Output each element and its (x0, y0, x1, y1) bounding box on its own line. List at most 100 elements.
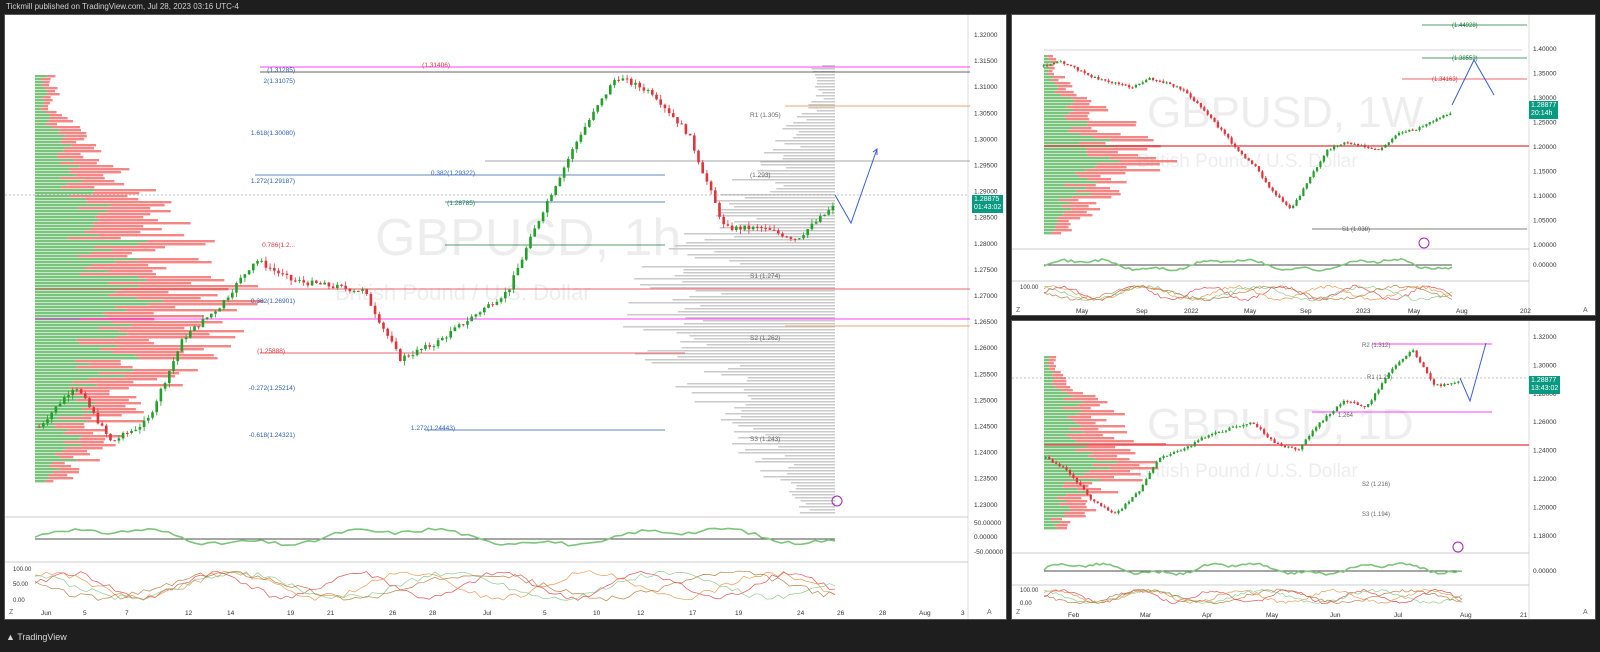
main-left-volume-profile-buy-bar (35, 78, 41, 81)
main-right-volume-profile-bar (798, 131, 835, 133)
main-right-volume-profile-bar (809, 509, 835, 511)
main-price-tick-label: 1.27000 (974, 293, 998, 300)
weekly-volume-profile-buy-bar (1044, 109, 1074, 112)
weekly-chart-panel[interactable]: GBPUSD, 1W British Pound / U.S. Dollar 1.4… (1011, 14, 1596, 316)
main-left-volume-profile-buy-bar (35, 390, 76, 393)
daily-candle-body (1131, 496, 1134, 502)
weekly-candle-body (1254, 164, 1257, 167)
weekly-z-button[interactable]: Z (1016, 307, 1021, 314)
main-candle-body (319, 283, 322, 285)
weekly-candle-body (1182, 89, 1185, 91)
weekly-candle-body (1090, 74, 1093, 78)
daily-volume-profile-buy-bar (1044, 473, 1085, 476)
main-right-volume-profile-bar (682, 281, 835, 283)
main-candle-body (441, 337, 444, 341)
main-time-tick-label: Jul (483, 610, 492, 617)
main-right-volume-profile-bar (788, 467, 835, 469)
main-left-volume-profile-buy-bar (35, 225, 95, 228)
daily-volume-profile-sell-bar (1081, 425, 1126, 428)
daily-candle-body (1353, 401, 1356, 403)
main-fib-label: 1.618(1.30080) (251, 130, 295, 137)
main-left-volume-profile-buy-bar (35, 273, 80, 276)
main-left-volume-profile-buy-bar (35, 321, 112, 324)
daily-candle-body (1134, 493, 1137, 497)
main-chart-canvas[interactable]: GBPUSD, 1h British Pound / U.S. Dollar 1.3… (5, 15, 1007, 620)
main-left-volume-profile-sell-bar (59, 129, 81, 132)
main-candle-body (705, 173, 709, 182)
weekly-a-button[interactable]: A (1583, 307, 1588, 314)
weekly-volume-profile-buy-bar (1044, 130, 1069, 133)
daily-candle-body (1249, 422, 1252, 425)
main-right-volume-profile-bar (773, 149, 835, 151)
main-left-volume-profile-buy-bar (35, 450, 63, 453)
main-left-volume-profile-buy-bar (35, 471, 54, 474)
weekly-candle-body (1394, 135, 1397, 139)
main-a-button[interactable]: A (987, 609, 992, 616)
daily-candle-body (1107, 507, 1110, 511)
weekly-candle-body (1350, 142, 1353, 145)
daily-chart-canvas[interactable]: GBPUSD, 1D British Pound / U.S. Dollar 1.3… (1012, 321, 1596, 620)
main-right-volume-profile-bar (815, 86, 835, 88)
daily-volume-profile-sell-bar (1049, 368, 1055, 371)
main-candle-body (399, 349, 402, 361)
daily-candle-body (1315, 427, 1318, 431)
main-right-volume-profile-bar (694, 257, 835, 259)
daily-candle-body (1394, 365, 1397, 369)
daily-chart-panel[interactable]: GBPUSD, 1D British Pound / U.S. Dollar 1.3… (1011, 320, 1596, 620)
weekly-candle-body (1367, 147, 1370, 149)
main-candle-body (646, 90, 650, 92)
main-right-volume-profile-bar (743, 389, 835, 391)
main-right-volume-profile-bar (794, 497, 835, 499)
main-right-volume-profile-bar (719, 212, 835, 214)
main-left-volume-profile-buy-bar (35, 396, 86, 399)
daily-candle-body (1290, 446, 1293, 448)
daily-candle-body (1425, 367, 1429, 374)
main-left-volume-profile-sell-bar (57, 153, 81, 156)
daily-volume-profile-buy-bar (1044, 392, 1067, 395)
main-right-volume-profile-bar (717, 209, 835, 211)
weekly-candle-body (1356, 143, 1360, 146)
main-right-volume-profile-bar (811, 68, 835, 70)
main-left-volume-profile-buy-bar (35, 387, 70, 390)
main-price-tick-label: 1.31500 (974, 58, 998, 65)
weekly-chart-canvas[interactable]: GBPUSD, 1W British Pound / U.S. Dollar 1.4… (1012, 15, 1596, 316)
daily-a-button[interactable]: A (1583, 609, 1588, 616)
main-z-button[interactable]: Z (9, 609, 14, 616)
main-left-volume-profile-sell-bar (82, 180, 115, 183)
main-candle-body (663, 104, 667, 109)
daily-volume-profile-buy-bar (1044, 398, 1064, 401)
main-right-volume-profile-bar (799, 506, 835, 508)
main-left-volume-profile-buy-bar (35, 408, 83, 411)
daily-volume-profile-sell-bar (1062, 407, 1091, 410)
main-left-volume-profile-sell-bar (58, 132, 87, 135)
main-fib-label: 1.272(1.24443) (411, 425, 455, 432)
daily-z-button[interactable]: Z (1016, 609, 1021, 616)
daily-volume-profile-sell-bar (1084, 473, 1141, 476)
tradingview-logo[interactable]: ▲ TradingView (6, 632, 67, 642)
main-candle-body (558, 177, 562, 187)
main-candle-body (134, 429, 137, 431)
daily-candle-body (1328, 413, 1332, 416)
main-price-tick-label: 1.23500 (974, 476, 998, 483)
weekly-candle-body (1432, 121, 1435, 123)
main-chart-panel[interactable]: GBPUSD, 1h British Pound / U.S. Dollar 1.3… (4, 14, 1007, 620)
main-right-volume-profile-bar (683, 272, 835, 274)
main-right-volume-profile-bar (704, 239, 835, 241)
main-candle-body (785, 236, 788, 238)
weekly-candle-body (1063, 61, 1066, 64)
daily-price-tick-label: 1.32000 (1533, 334, 1557, 341)
daily-candle-body (1450, 383, 1453, 385)
weekly-price-tick-label: 1.35000 (1533, 71, 1557, 78)
daily-candle-body (1048, 457, 1051, 460)
weekly-candle-body (1380, 147, 1384, 150)
daily-time-tick-label: Aug (1460, 612, 1472, 619)
main-last-price-tag: 1.28875 01:43:02 (972, 195, 1004, 213)
main-countdown: 01:43:02 (974, 204, 1002, 211)
main-left-volume-profile-buy-bar (35, 138, 63, 141)
main-right-volume-profile-bar (650, 287, 835, 289)
main-candle-body (768, 228, 772, 230)
main-right-volume-profile-bar (672, 299, 835, 301)
weekly-volume-profile-sell-bar (1059, 199, 1079, 202)
weekly-candle-body (1128, 85, 1131, 88)
weekly-volume-profile-buy-bar (1044, 82, 1055, 85)
